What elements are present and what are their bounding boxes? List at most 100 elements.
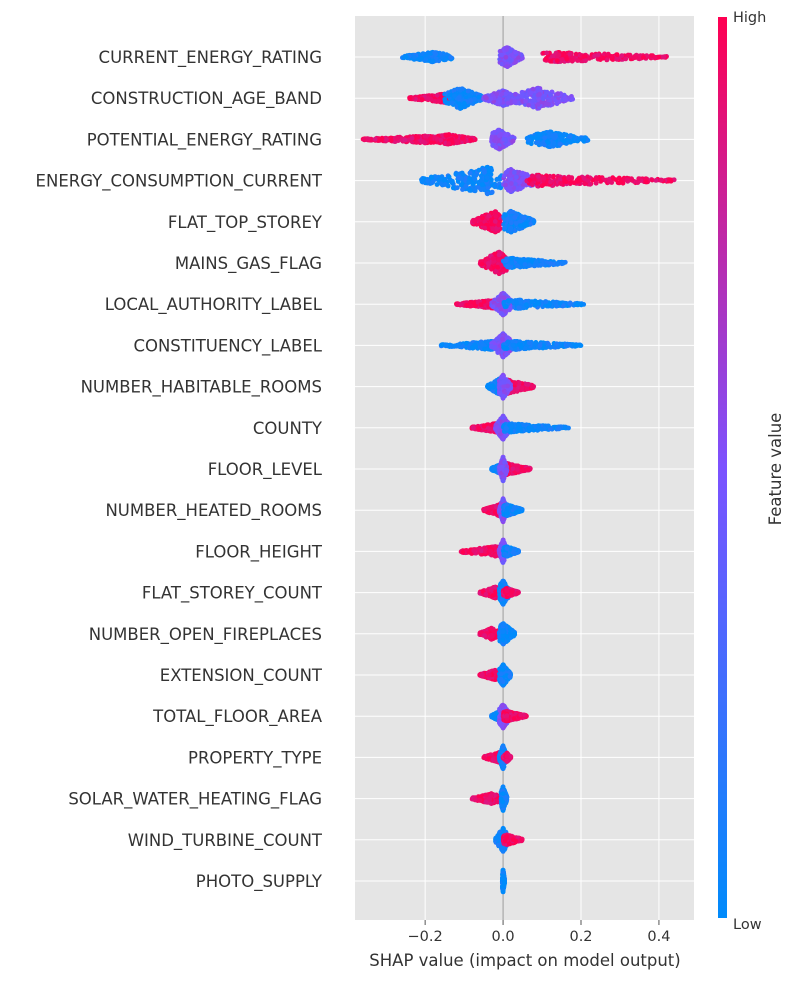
shap-point	[473, 173, 478, 178]
shap-point	[512, 170, 517, 175]
shap-point	[373, 137, 378, 142]
shap-point	[380, 136, 385, 141]
shap-point	[546, 140, 551, 145]
shap-point	[562, 176, 567, 181]
shap-point	[443, 57, 448, 62]
shap-point	[518, 260, 523, 265]
shap-point	[607, 179, 612, 184]
shap-point	[661, 55, 666, 60]
shap-point	[513, 60, 518, 65]
shap-point	[527, 263, 532, 268]
shap-point	[653, 55, 658, 60]
shap-point	[493, 145, 498, 150]
shap-point	[513, 92, 518, 97]
shap-point	[548, 261, 553, 266]
shap-point	[644, 180, 649, 185]
shap-point	[583, 58, 588, 63]
shap-point	[537, 92, 542, 97]
shap-point	[499, 92, 504, 97]
shap-point	[460, 171, 465, 176]
shap-point	[469, 188, 474, 193]
shap-point	[582, 176, 587, 181]
shap-point	[506, 101, 511, 106]
shap-point	[455, 139, 460, 144]
shap-point	[598, 179, 603, 184]
shap-point	[502, 225, 507, 230]
shap-point	[565, 57, 570, 62]
shap-point	[395, 136, 400, 141]
shap-point	[496, 223, 501, 228]
shap-point	[366, 137, 371, 142]
shap-point	[497, 252, 502, 257]
shap-point	[609, 54, 614, 59]
shap-point	[448, 55, 453, 60]
shap-point	[485, 191, 490, 196]
shap-point	[630, 178, 635, 183]
shap-point	[530, 182, 535, 187]
shap-point	[421, 139, 426, 144]
shap-point	[561, 261, 566, 266]
shap-point	[581, 138, 586, 143]
shap-point	[540, 258, 545, 263]
shap-point	[430, 180, 435, 185]
shap-point	[542, 135, 547, 140]
shap-point	[596, 52, 601, 57]
shap-point	[452, 94, 457, 99]
shap-point	[549, 134, 554, 139]
shap-point	[469, 138, 474, 143]
shap-point	[450, 137, 455, 142]
shap-point	[508, 188, 513, 193]
shap-point	[625, 177, 630, 182]
shap-point	[556, 91, 561, 96]
shap-point	[503, 213, 508, 218]
shap-point	[522, 216, 527, 221]
shap-point	[486, 262, 491, 267]
shap-point	[619, 53, 624, 58]
shap-point	[503, 133, 508, 138]
shap-point	[493, 219, 498, 224]
shap-point	[567, 52, 572, 57]
shap-point	[509, 256, 514, 261]
shap-point	[410, 136, 415, 141]
shap-point	[654, 178, 659, 183]
shap-point	[426, 96, 431, 101]
shap-point	[542, 176, 547, 181]
shap-point	[511, 139, 516, 144]
shap-point	[641, 55, 646, 60]
shap-point	[514, 175, 519, 180]
shap-point	[478, 222, 483, 227]
shap-point	[459, 302, 464, 307]
shap-point	[541, 96, 546, 101]
shap-point	[467, 93, 472, 98]
shap-point	[446, 141, 451, 146]
shap-point	[527, 177, 532, 182]
shap-point	[456, 175, 461, 180]
shap-point	[420, 97, 425, 102]
shap-point	[506, 95, 511, 100]
shap-point	[460, 136, 465, 141]
shap-point	[482, 226, 487, 231]
shap-point	[536, 102, 541, 107]
shap-point	[515, 264, 520, 269]
shap-point	[467, 176, 472, 181]
shap-point	[466, 89, 471, 94]
shap-point	[527, 257, 532, 262]
shap-point	[428, 136, 433, 141]
shap-point	[544, 56, 549, 61]
shap-point	[631, 55, 636, 60]
shap-point	[545, 90, 550, 95]
shap-point	[536, 174, 541, 179]
shap-point	[594, 181, 599, 186]
shap-point	[562, 139, 567, 144]
shap-point	[457, 95, 462, 100]
shap-point	[420, 179, 425, 184]
shap-point	[442, 97, 447, 102]
shap-point	[449, 179, 454, 184]
shap-point	[504, 47, 509, 52]
shap-point	[490, 190, 495, 195]
shap-point	[403, 138, 408, 143]
shap-point	[450, 101, 455, 106]
shap-point	[442, 177, 447, 182]
shap-point	[560, 57, 565, 62]
